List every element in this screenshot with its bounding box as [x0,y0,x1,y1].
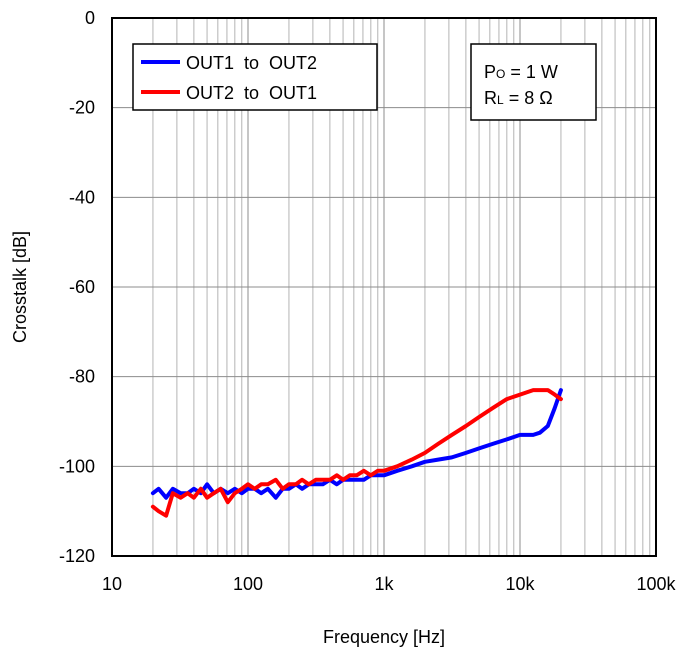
condition-output-power-subscript: O [496,67,505,81]
legend-label-out1: OUT1 to OUT2 [186,53,317,73]
y-tick-label: -80 [69,367,95,387]
y-tick-label: -60 [69,277,95,297]
data-series [150,388,563,518]
condition-load-resistance-value: = 8 Ω [504,88,553,108]
y-tick-label: 0 [85,8,95,28]
conditions-box: PO = 1 W RL = 8 Ω [470,43,597,121]
condition-load-resistance: RL = 8 Ω [484,88,553,108]
plot-frame [111,17,657,557]
x-tick-label: 100 [233,574,263,594]
condition-output-power-value: = 1 W [505,62,558,82]
condition-load-resistance-symbol: R [484,88,497,108]
series-line-2 [150,388,563,518]
y-tick-label: -120 [59,546,95,566]
y-tick-label: -40 [69,187,95,207]
conditions-frame [470,43,597,121]
series-line-1 [150,388,563,500]
y-axis-tick-labels: 0 -20 -40 -60 -80 -100 -120 [59,8,95,566]
y-axis-title: Crosstalk [dB] [10,231,30,343]
condition-output-power-symbol: P [484,62,496,82]
x-tick-label: 10k [505,574,535,594]
condition-load-resistance-subscript: L [497,93,504,107]
legend: OUT1 to OUT2 OUT2 to OUT1 [132,43,378,111]
legend-box [132,43,378,111]
x-tick-label: 100k [636,574,676,594]
x-tick-label: 1k [374,574,394,594]
legend-label-out2: OUT2 to OUT1 [186,83,317,103]
x-axis-tick-labels: 10 100 1k 10k 100k [102,574,677,594]
y-tick-label: -20 [69,98,95,118]
x-axis-title: Frequency [Hz] [323,627,445,647]
condition-output-power: PO = 1 W [484,62,558,82]
y-tick-label: -100 [59,456,95,476]
x-tick-label: 10 [102,574,122,594]
